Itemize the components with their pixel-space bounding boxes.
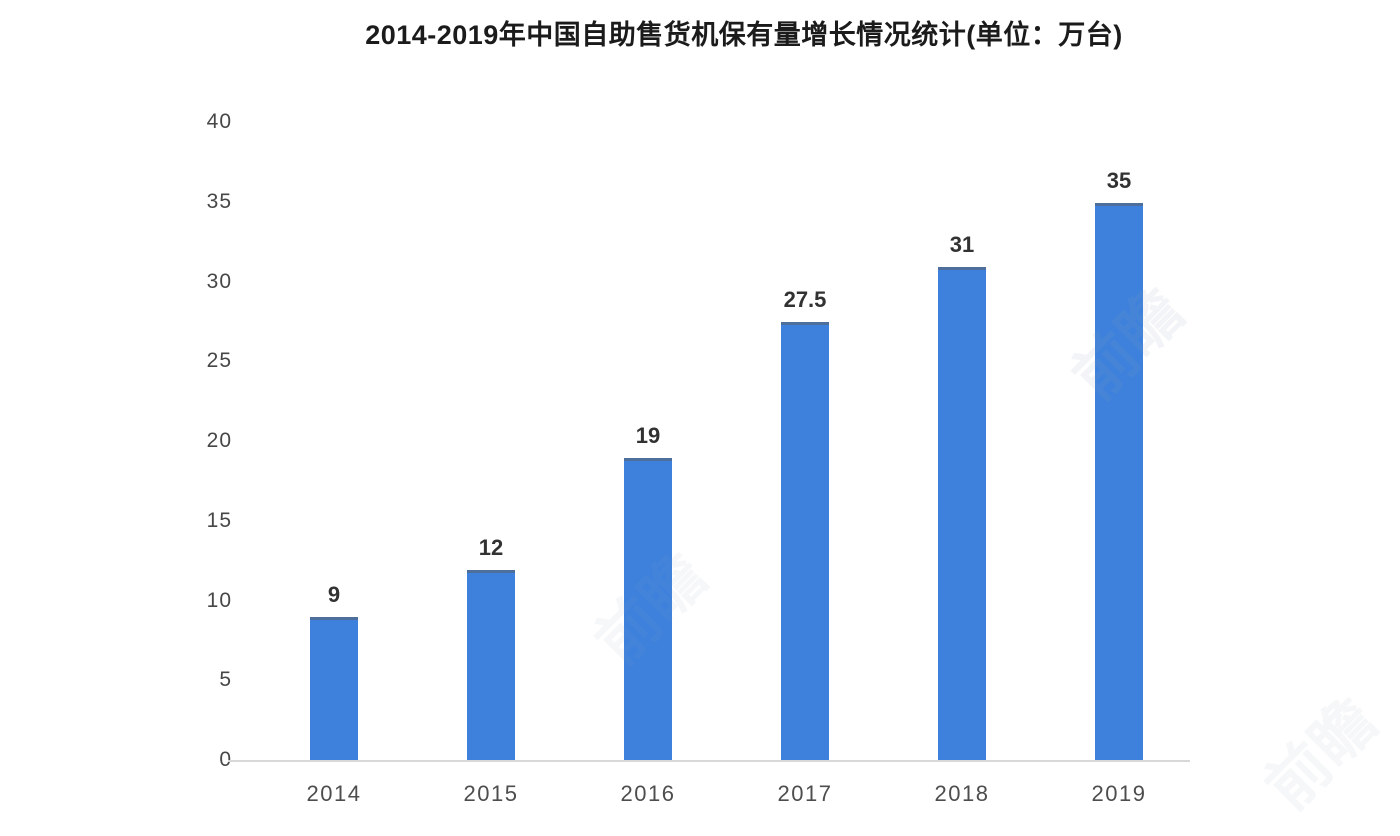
y-tick-label: 10 <box>206 588 232 612</box>
bar-2017 <box>781 322 829 761</box>
bar-value-label: 27.5 <box>783 287 827 313</box>
bar-value-label: 12 <box>478 534 504 560</box>
y-tick-label: 30 <box>206 269 232 293</box>
x-axis-label: 2018 <box>934 781 990 806</box>
watermark-icon: 前瞻 <box>1253 686 1390 823</box>
bar-2016 <box>624 457 672 761</box>
y-tick-label: 20 <box>206 429 232 452</box>
y-tick-label: 15 <box>206 508 232 532</box>
x-axis-line <box>228 760 1190 762</box>
bar-value-label: 19 <box>635 422 661 448</box>
bar-2019 <box>1095 202 1143 761</box>
bar-2018 <box>938 266 986 761</box>
y-tick-label: 0 <box>219 748 232 771</box>
y-tick-label: 35 <box>206 189 232 213</box>
chart-title: 2014-2019年中国自助售货机保有量增长情况统计(单位：万台) <box>365 20 1123 50</box>
x-axis-label: 2014 <box>306 781 362 806</box>
bar-value-label: 9 <box>327 582 341 608</box>
bar-2015 <box>467 569 515 761</box>
bar-value-label: 31 <box>949 231 975 257</box>
y-tick-label: 25 <box>206 349 232 373</box>
x-axis-label: 2019 <box>1091 781 1147 806</box>
y-tick-label: 40 <box>206 110 232 133</box>
x-axis-label: 2017 <box>777 781 833 806</box>
bar-2014 <box>310 617 358 761</box>
bar-value-label: 35 <box>1106 167 1132 193</box>
x-axis-label: 2015 <box>463 781 519 806</box>
y-tick-label: 5 <box>219 668 232 692</box>
x-axis-label: 2016 <box>620 781 676 806</box>
